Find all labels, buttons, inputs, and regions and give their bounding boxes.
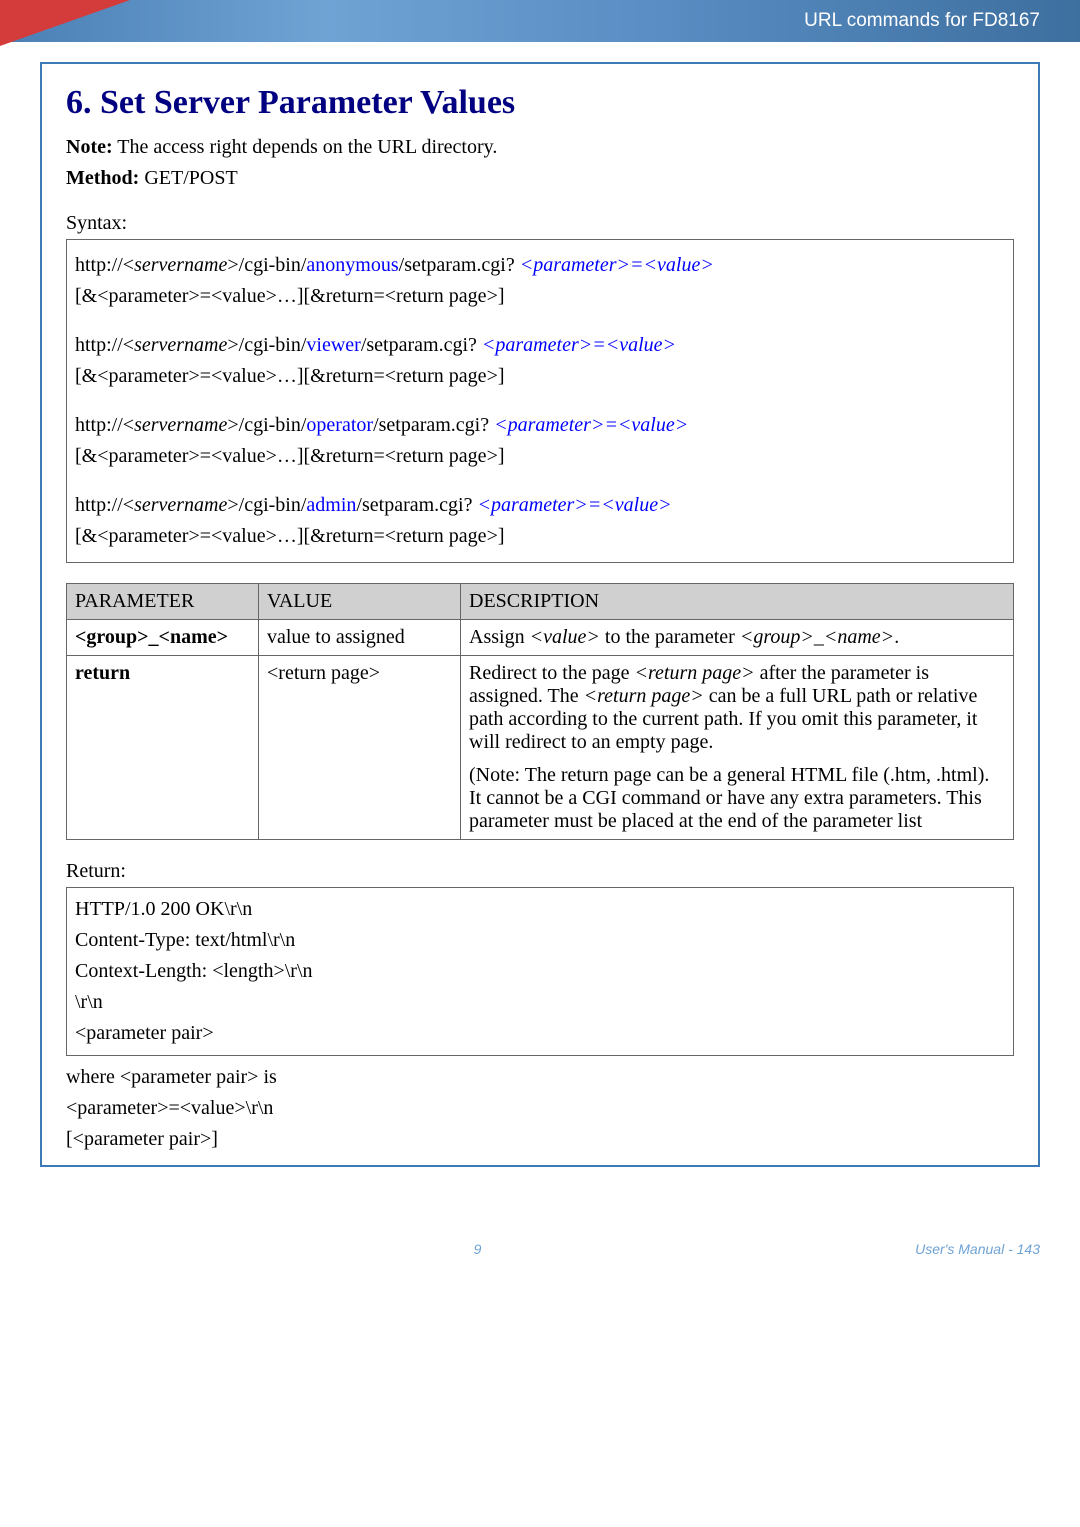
cell-description: Assign <value> to the parameter <group>_…: [461, 620, 1014, 656]
return-line: HTTP/1.0 200 OK\r\n: [75, 894, 1005, 925]
syntax-line: http://<servername>/cgi-bin/operator/set…: [75, 410, 1005, 441]
header-bar: URL commands for FD8167: [0, 0, 1080, 42]
return-below-line: <parameter>=<value>\r\n: [66, 1093, 1014, 1124]
th-description: DESCRIPTION: [461, 584, 1014, 620]
syntax-line: [&<parameter>=<value>…][&return=<return …: [75, 521, 1005, 552]
note-line: Note: The access right depends on the UR…: [66, 136, 1014, 159]
syntax-line: [&<parameter>=<value>…][&return=<return …: [75, 361, 1005, 392]
method-text: GET/POST: [139, 167, 237, 189]
parameter-table: PARAMETER VALUE DESCRIPTION <group>_<nam…: [66, 583, 1014, 840]
header-title: URL commands for FD8167: [804, 10, 1040, 31]
cell-parameter: return: [67, 656, 259, 840]
syntax-line: http://<servername>/cgi-bin/anonymous/se…: [75, 250, 1005, 281]
note-text: The access right depends on the URL dire…: [113, 136, 498, 158]
return-below: where <parameter pair> is<parameter>=<va…: [66, 1062, 1014, 1155]
syntax-box: http://<servername>/cgi-bin/anonymous/se…: [66, 239, 1014, 563]
return-box: HTTP/1.0 200 OK\r\nContent-Type: text/ht…: [66, 887, 1014, 1056]
return-line: Context-Length: <length>\r\n: [75, 956, 1005, 987]
table-header-row: PARAMETER VALUE DESCRIPTION: [67, 584, 1014, 620]
note-label: Note:: [66, 136, 113, 158]
return-line: \r\n: [75, 987, 1005, 1018]
return-below-line: [<parameter pair>]: [66, 1124, 1014, 1155]
return-label: Return:: [66, 860, 1014, 883]
page-body: 6. Set Server Parameter Values Note: The…: [0, 42, 1080, 1227]
return-line: <parameter pair>: [75, 1018, 1005, 1049]
syntax-line: http://<servername>/cgi-bin/admin/setpar…: [75, 490, 1005, 521]
footer-page-num: 9: [474, 1241, 482, 1257]
cell-value: value to assigned: [259, 620, 461, 656]
syntax-separator: [75, 472, 1005, 490]
content-box: 6. Set Server Parameter Values Note: The…: [40, 62, 1040, 1167]
section-heading: 6. Set Server Parameter Values: [66, 84, 1014, 122]
method-line: Method: GET/POST: [66, 167, 1014, 190]
syntax-line: [&<parameter>=<value>…][&return=<return …: [75, 281, 1005, 312]
header-accent: [0, 0, 130, 46]
cell-value: <return page>: [259, 656, 461, 840]
table-row: return<return page>Redirect to the page …: [67, 656, 1014, 840]
return-below-line: where <parameter pair> is: [66, 1062, 1014, 1093]
syntax-separator: [75, 392, 1005, 410]
method-label: Method:: [66, 167, 139, 189]
th-value: VALUE: [259, 584, 461, 620]
th-parameter: PARAMETER: [67, 584, 259, 620]
cell-parameter: <group>_<name>: [67, 620, 259, 656]
syntax-separator: [75, 312, 1005, 330]
syntax-line: http://<servername>/cgi-bin/viewer/setpa…: [75, 330, 1005, 361]
table-row: <group>_<name>value to assignedAssign <v…: [67, 620, 1014, 656]
syntax-line: [&<parameter>=<value>…][&return=<return …: [75, 441, 1005, 472]
return-line: Content-Type: text/html\r\n: [75, 925, 1005, 956]
footer-right: User's Manual - 143: [915, 1241, 1040, 1257]
footer: 9 User's Manual - 143: [0, 1227, 1080, 1277]
cell-description: Redirect to the page <return page> after…: [461, 656, 1014, 840]
syntax-label: Syntax:: [66, 212, 1014, 235]
